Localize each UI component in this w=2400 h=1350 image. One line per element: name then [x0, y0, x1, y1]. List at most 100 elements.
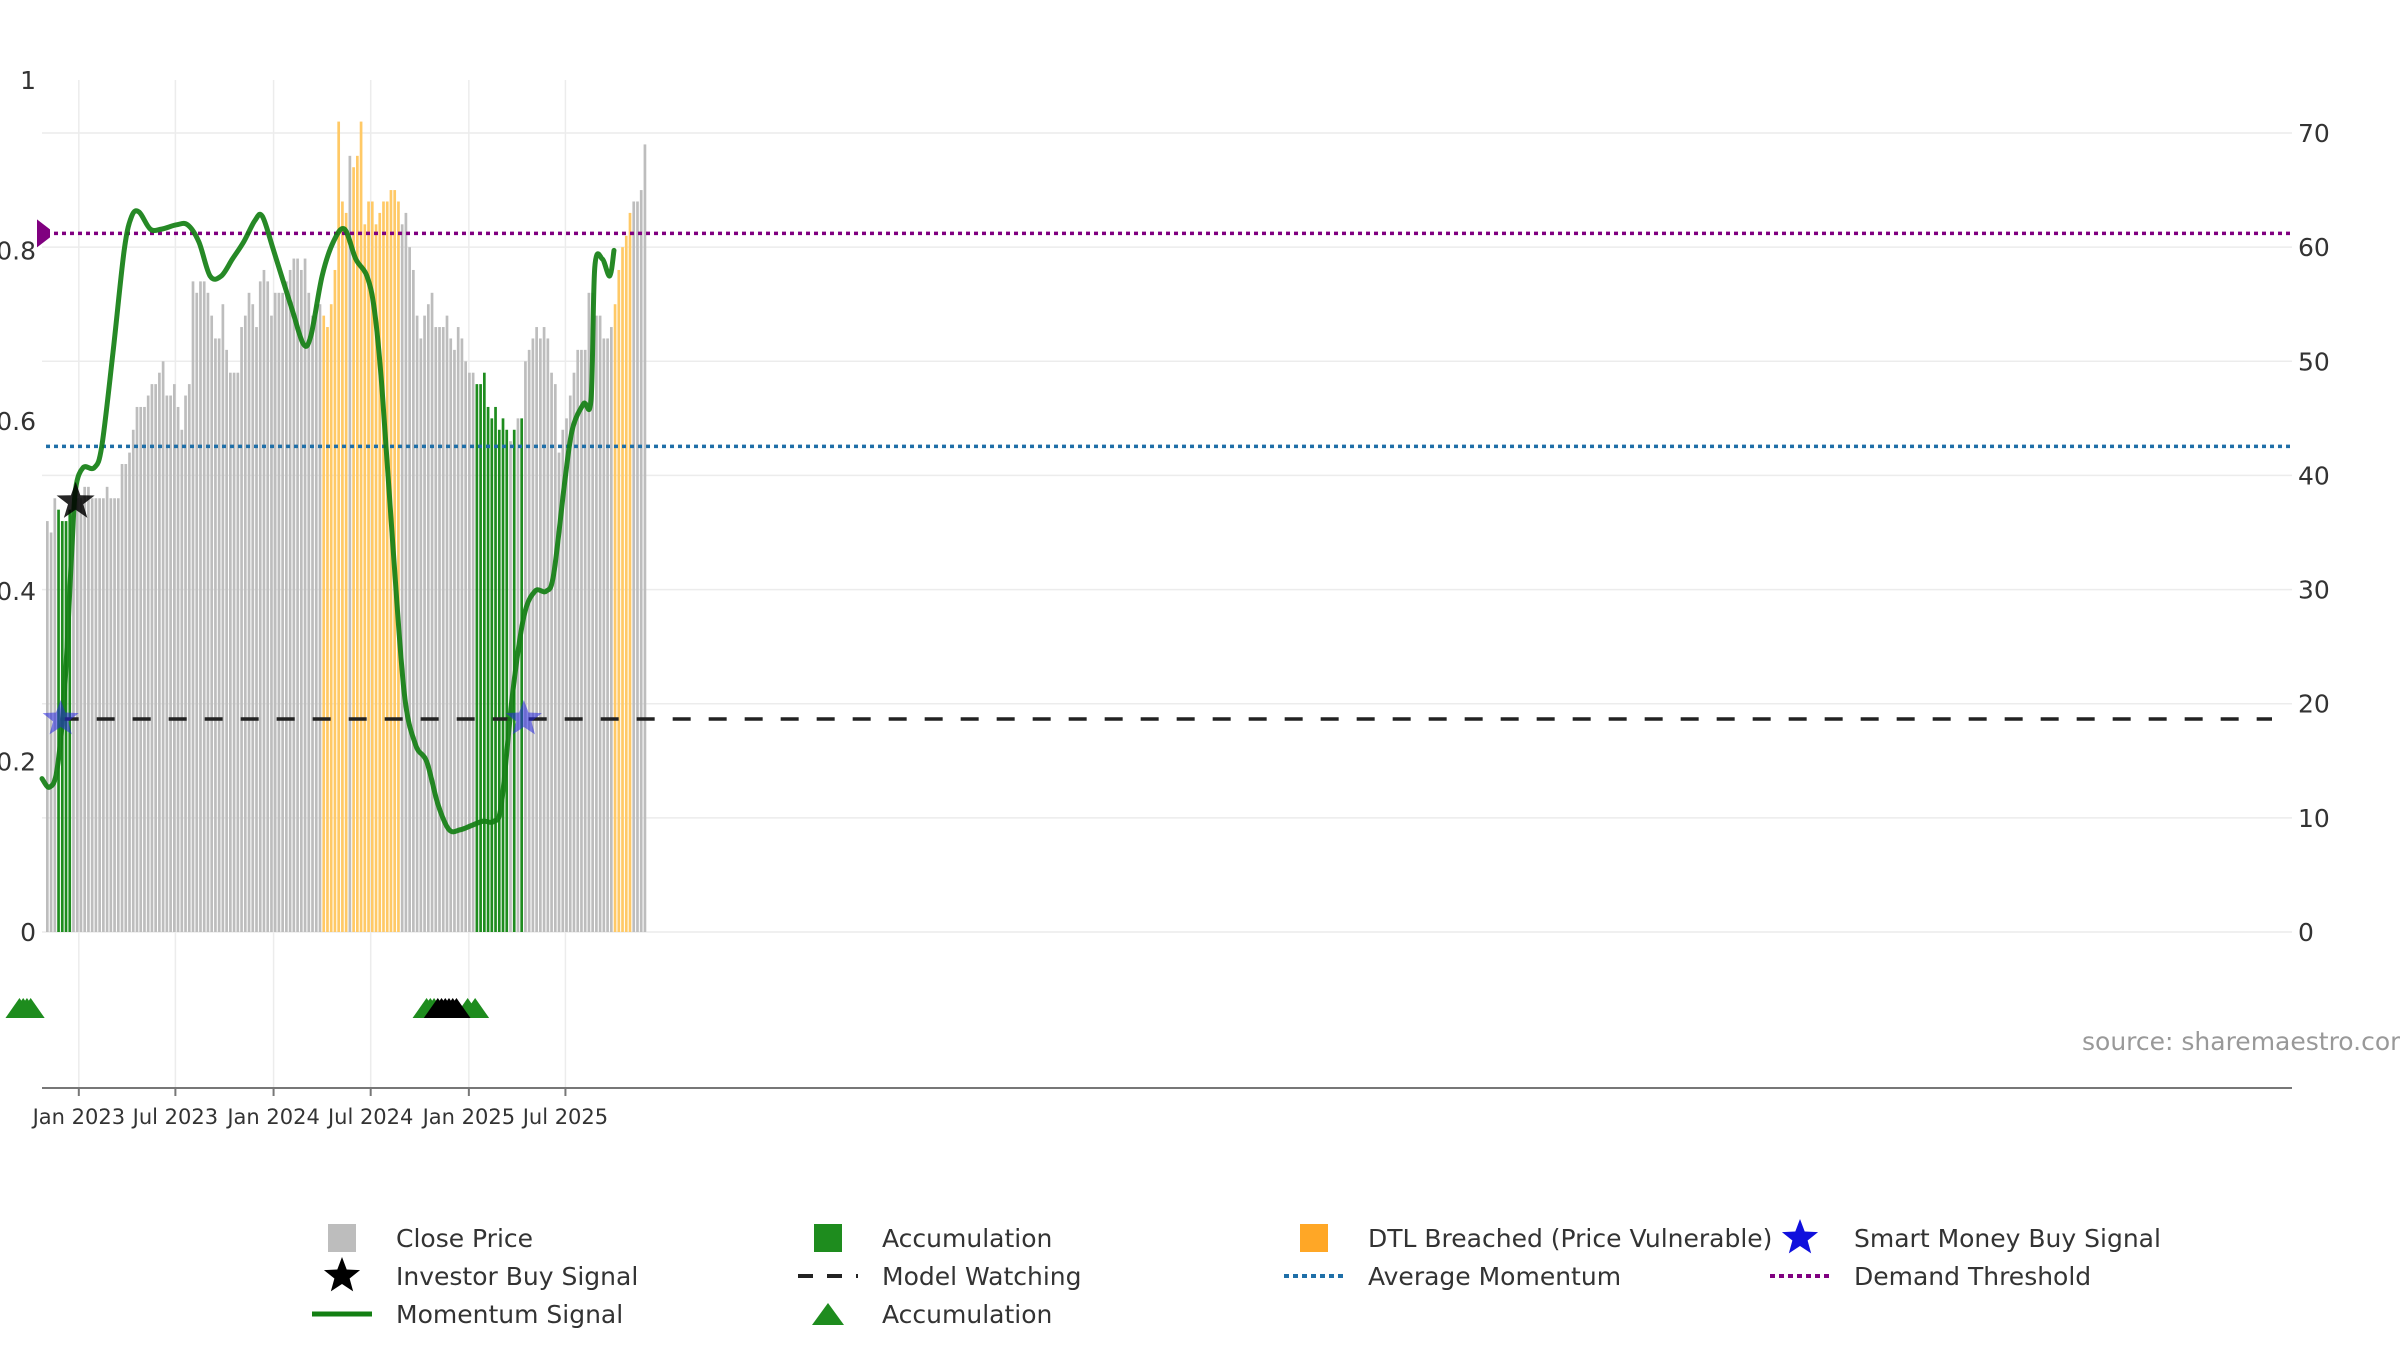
demand-threshold-marker — [37, 219, 50, 248]
close-price-bar — [165, 395, 169, 932]
legend-star-icon — [323, 1257, 361, 1292]
accumulation-bar — [497, 429, 501, 932]
x-tick-label: Jul 2023 — [131, 1105, 218, 1129]
dtl-breached-bar — [397, 201, 400, 932]
close-price-bar — [445, 315, 449, 933]
y-right-tick-label: 40 — [2298, 461, 2330, 490]
legend-label: Average Momentum — [1368, 1262, 1621, 1291]
dtl-breached-bar — [382, 201, 385, 932]
dtl-breached-bar — [374, 224, 378, 933]
close-price-bar — [161, 361, 165, 932]
dtl-breached-bar — [385, 201, 389, 932]
y-right-tick-label: 10 — [2298, 804, 2330, 833]
close-price-bar — [471, 372, 475, 932]
legend-star-icon — [1781, 1219, 1819, 1254]
close-price-bar — [281, 292, 284, 932]
close-price-bar — [102, 498, 105, 932]
dtl-breached-bar — [352, 167, 355, 932]
legend-square-icon — [814, 1224, 842, 1252]
bar-layer — [46, 121, 647, 933]
close-price-bar — [468, 372, 471, 932]
close-price-bar — [128, 452, 131, 932]
legend-label: DTL Breached (Price Vulnerable) — [1368, 1224, 1772, 1253]
close-price-bar — [270, 315, 273, 933]
close-price-bar — [221, 304, 225, 932]
close-price-bar — [120, 464, 124, 932]
accumulation-bar — [505, 429, 509, 932]
close-price-bar — [195, 292, 199, 932]
close-price-bar — [311, 315, 314, 933]
close-price-bar — [199, 281, 202, 932]
legend-label: Momentum Signal — [396, 1300, 623, 1329]
close-price-bar — [87, 486, 90, 932]
dtl-breached-bar — [322, 315, 326, 933]
close-price-bar — [176, 406, 180, 932]
legend-item: Smart Money Buy Signal — [1781, 1219, 2161, 1254]
y-left-tick-label: 0.2 — [0, 748, 36, 777]
legend-item: Close Price — [328, 1224, 533, 1253]
legend-label: Demand Threshold — [1854, 1262, 2091, 1291]
close-price-bar — [285, 281, 288, 932]
close-price-bar — [419, 338, 423, 932]
close-price-bar — [314, 304, 318, 932]
legend-item: Average Momentum — [1284, 1262, 1621, 1291]
close-price-bar — [90, 498, 94, 932]
close-price-bar — [292, 258, 296, 932]
close-price-bar — [158, 372, 161, 932]
close-price-bar — [169, 395, 172, 932]
close-price-bar — [46, 521, 49, 932]
close-price-bar — [258, 281, 262, 932]
close-price-bar — [423, 315, 426, 933]
close-price-bar — [572, 372, 576, 932]
close-price-bar — [426, 304, 430, 932]
close-price-bar — [643, 144, 647, 932]
close-price-bar — [247, 292, 251, 932]
close-price-bar — [236, 372, 240, 932]
legend-square-icon — [1300, 1224, 1328, 1252]
dtl-breached-bar — [628, 212, 632, 932]
close-price-bar — [255, 327, 258, 932]
close-price-bar — [191, 281, 195, 932]
close-price-bar — [79, 498, 83, 932]
close-price-bar — [348, 155, 352, 933]
y-right-tick-label: 70 — [2298, 119, 2330, 148]
close-price-bar — [225, 349, 228, 932]
y-right-tick-label: 0 — [2298, 918, 2314, 947]
smart-money-buy-star — [42, 700, 79, 735]
close-price-bar — [273, 292, 277, 932]
dtl-breached-bar — [613, 304, 617, 932]
close-price-bar — [318, 304, 322, 932]
accumulation-bar — [475, 384, 479, 933]
accumulation-bar — [494, 406, 497, 932]
axis-layer: Jan 2023 Jul 2023 Jan 2024 Jul 2024 Jan 2025… — [0, 66, 2330, 1129]
close-price-bar — [539, 338, 542, 932]
dtl-breached-bar — [333, 269, 337, 932]
y-right-tick-label: 60 — [2298, 233, 2330, 262]
close-price-bar — [550, 372, 553, 932]
dtl-breached-bar — [344, 212, 348, 932]
accumulation-bar — [490, 418, 494, 932]
accumulation-bar — [486, 406, 490, 932]
close-price-bar — [180, 429, 184, 932]
investor-buy-star — [56, 481, 95, 518]
accumulation-triangle-black — [442, 998, 471, 1018]
close-price-bar — [568, 395, 572, 932]
close-price-bar — [202, 281, 206, 932]
dtl-breached-bar — [329, 304, 333, 932]
close-price-bar — [535, 327, 538, 932]
close-price-bar — [441, 327, 445, 932]
close-price-bar — [639, 190, 643, 933]
close-price-bar — [172, 384, 176, 933]
legend-item: Model Watching — [798, 1262, 1082, 1291]
close-price-bar — [415, 315, 419, 933]
momentum-signal-line — [39, 208, 617, 835]
accumulation-bar — [68, 509, 72, 932]
dtl-breached-bar — [378, 212, 382, 932]
close-price-bar — [546, 338, 550, 932]
close-price-bar — [602, 338, 606, 932]
close-price-bar — [217, 338, 221, 932]
close-price-bar — [262, 269, 266, 932]
close-price-bar — [456, 327, 460, 932]
close-price-bar — [430, 292, 434, 932]
